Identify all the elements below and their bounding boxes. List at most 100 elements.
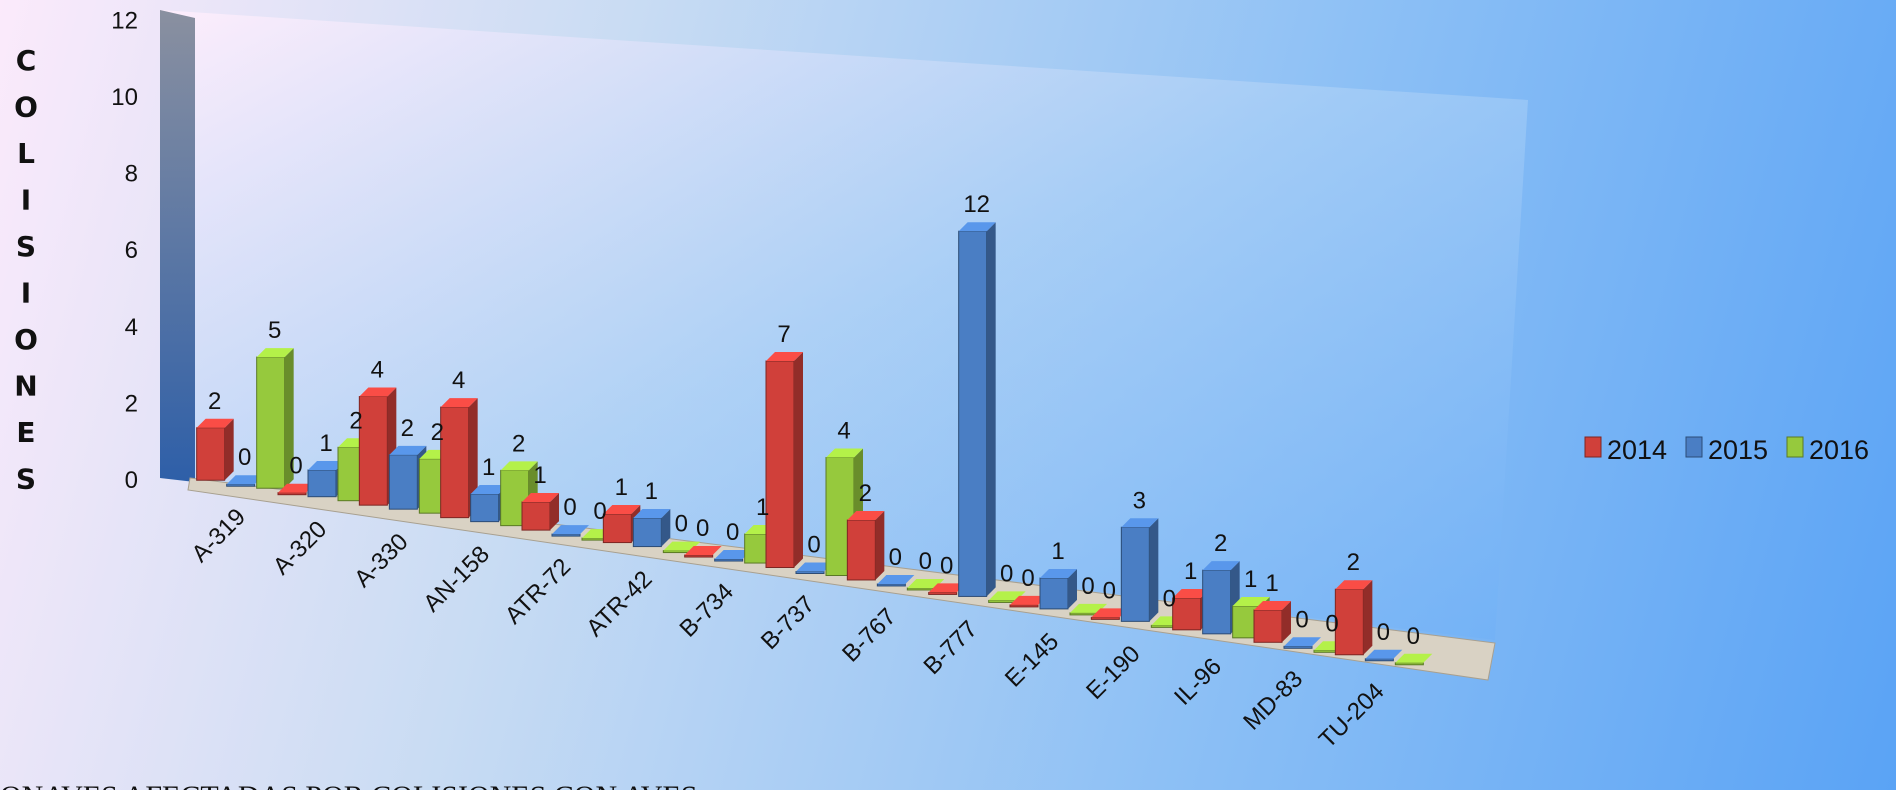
y-axis-label-letter: L (17, 137, 35, 170)
bar-front (928, 591, 958, 595)
bar (684, 546, 722, 558)
y-tick-label: 2 (125, 390, 138, 417)
bar-front (988, 599, 1018, 603)
y-tick-label: 12 (111, 7, 138, 34)
data-label: 2 (431, 419, 444, 446)
bar-top (877, 574, 915, 584)
category-label: B-767 (837, 603, 901, 667)
data-label: 2 (859, 480, 872, 507)
bar-front (1090, 616, 1120, 620)
category-label: B-734 (675, 578, 739, 642)
bars (196, 222, 1433, 666)
bar (226, 475, 264, 487)
bar (765, 352, 803, 568)
bar-top (256, 348, 294, 358)
category-label: TU-204 (1314, 678, 1390, 754)
category-label: IL-96 (1169, 653, 1227, 711)
bar (846, 511, 885, 581)
bar (1202, 561, 1240, 635)
y-axis-label-letter: S (16, 230, 36, 263)
data-label: 0 (238, 444, 251, 471)
data-label: 0 (807, 532, 820, 559)
data-label: 2 (208, 388, 221, 415)
bar-front (551, 533, 581, 537)
y-axis-label-letter: I (21, 184, 31, 217)
bar-side (875, 511, 885, 580)
bar-front (307, 469, 337, 498)
bar-top (847, 511, 885, 521)
data-label: 1 (482, 454, 495, 481)
y-axis-label-letter: O (14, 91, 38, 124)
data-label: 1 (645, 478, 658, 505)
bar-front (1364, 658, 1394, 662)
data-label: 0 (1021, 565, 1034, 592)
bar-top (1335, 580, 1373, 590)
bar-front (714, 558, 744, 562)
data-label: 2 (512, 430, 525, 457)
bar-top (1010, 595, 1047, 605)
bar-front (1394, 662, 1424, 666)
data-label: 0 (726, 519, 739, 546)
bar (196, 418, 234, 481)
bar-front (1202, 569, 1232, 635)
category-label: MD-83 (1238, 665, 1308, 735)
y-axis-label-letter: C (16, 44, 37, 77)
bar-top (196, 418, 234, 428)
data-label: 0 (1407, 623, 1420, 650)
bar-front (876, 583, 906, 587)
bar-front (662, 550, 692, 554)
data-label: 2 (349, 407, 362, 434)
data-label: 0 (919, 548, 932, 575)
y-tick-label: 4 (125, 314, 138, 341)
y-axis-label-letter: N (14, 370, 37, 403)
data-label: 1 (1184, 558, 1197, 585)
data-label: 5 (268, 317, 281, 344)
bar-top (1395, 653, 1433, 663)
bar-top (522, 493, 559, 502)
bar-top (440, 398, 478, 408)
data-label: 3 (1133, 487, 1146, 514)
bar-top (500, 461, 538, 471)
bar-front (684, 554, 714, 558)
bar-front (440, 406, 470, 519)
legend-item: 2015 (1685, 435, 1768, 465)
legend-swatch (1584, 436, 1602, 458)
bar-front (277, 492, 307, 496)
legend-label: 2015 (1708, 435, 1768, 465)
data-label: 0 (1295, 606, 1308, 633)
y-tick-label: 8 (125, 161, 138, 188)
data-label: 0 (889, 544, 902, 571)
data-label: 0 (696, 515, 709, 542)
bar-front (256, 356, 286, 489)
data-label: 0 (1000, 560, 1013, 587)
bar-top (359, 387, 397, 397)
bar (1253, 601, 1291, 643)
bar (928, 583, 966, 595)
bar (632, 509, 671, 548)
bar-top (226, 475, 264, 485)
bar (1364, 649, 1403, 662)
bar-top (1172, 589, 1210, 598)
bar-top (552, 525, 589, 535)
legend-label: 2014 (1607, 435, 1667, 465)
bar-top (1254, 601, 1291, 610)
bar-side (1282, 601, 1291, 643)
data-label: 1 (1244, 566, 1257, 593)
bar-front (795, 571, 825, 574)
bar-front (1009, 604, 1039, 608)
y-axis-label-letter: S (16, 463, 36, 496)
data-label: 7 (777, 321, 790, 348)
bar-front (196, 427, 226, 481)
bar-top (633, 509, 671, 518)
category-label: ATR-72 (500, 553, 576, 629)
bar-front (765, 360, 795, 568)
bar-side (284, 348, 294, 489)
data-label: 1 (533, 462, 546, 489)
data-label: 0 (563, 494, 576, 521)
category-label: AN-158 (418, 541, 495, 618)
data-label: 0 (1163, 585, 1176, 612)
data-label: 0 (675, 511, 688, 538)
bar (358, 387, 397, 506)
